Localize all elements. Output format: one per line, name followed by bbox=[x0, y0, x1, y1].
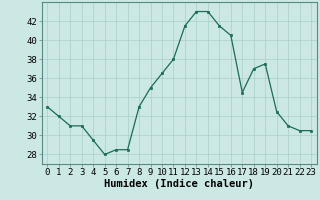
X-axis label: Humidex (Indice chaleur): Humidex (Indice chaleur) bbox=[104, 179, 254, 189]
